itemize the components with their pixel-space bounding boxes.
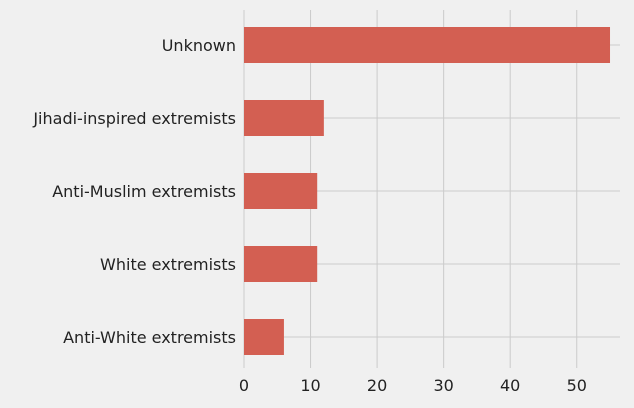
bar	[244, 246, 318, 282]
bar	[244, 319, 284, 355]
x-tick-label: 30	[433, 376, 453, 395]
y-tick-label: Unknown	[162, 36, 236, 55]
bar	[244, 173, 318, 209]
x-tick-label: 50	[567, 376, 587, 395]
x-tick-label: 20	[367, 376, 387, 395]
y-tick-label: White extremists	[100, 255, 236, 274]
y-tick-label: Jihadi-inspired extremists	[32, 109, 236, 128]
bar	[244, 27, 611, 63]
y-tick-label: Anti-White extremists	[63, 328, 236, 347]
x-tick-label: 40	[500, 376, 520, 395]
x-tick-label: 0	[239, 376, 249, 395]
y-tick-label: Anti-Muslim extremists	[52, 182, 236, 201]
x-tick-label: 10	[300, 376, 320, 395]
bar	[244, 100, 324, 136]
